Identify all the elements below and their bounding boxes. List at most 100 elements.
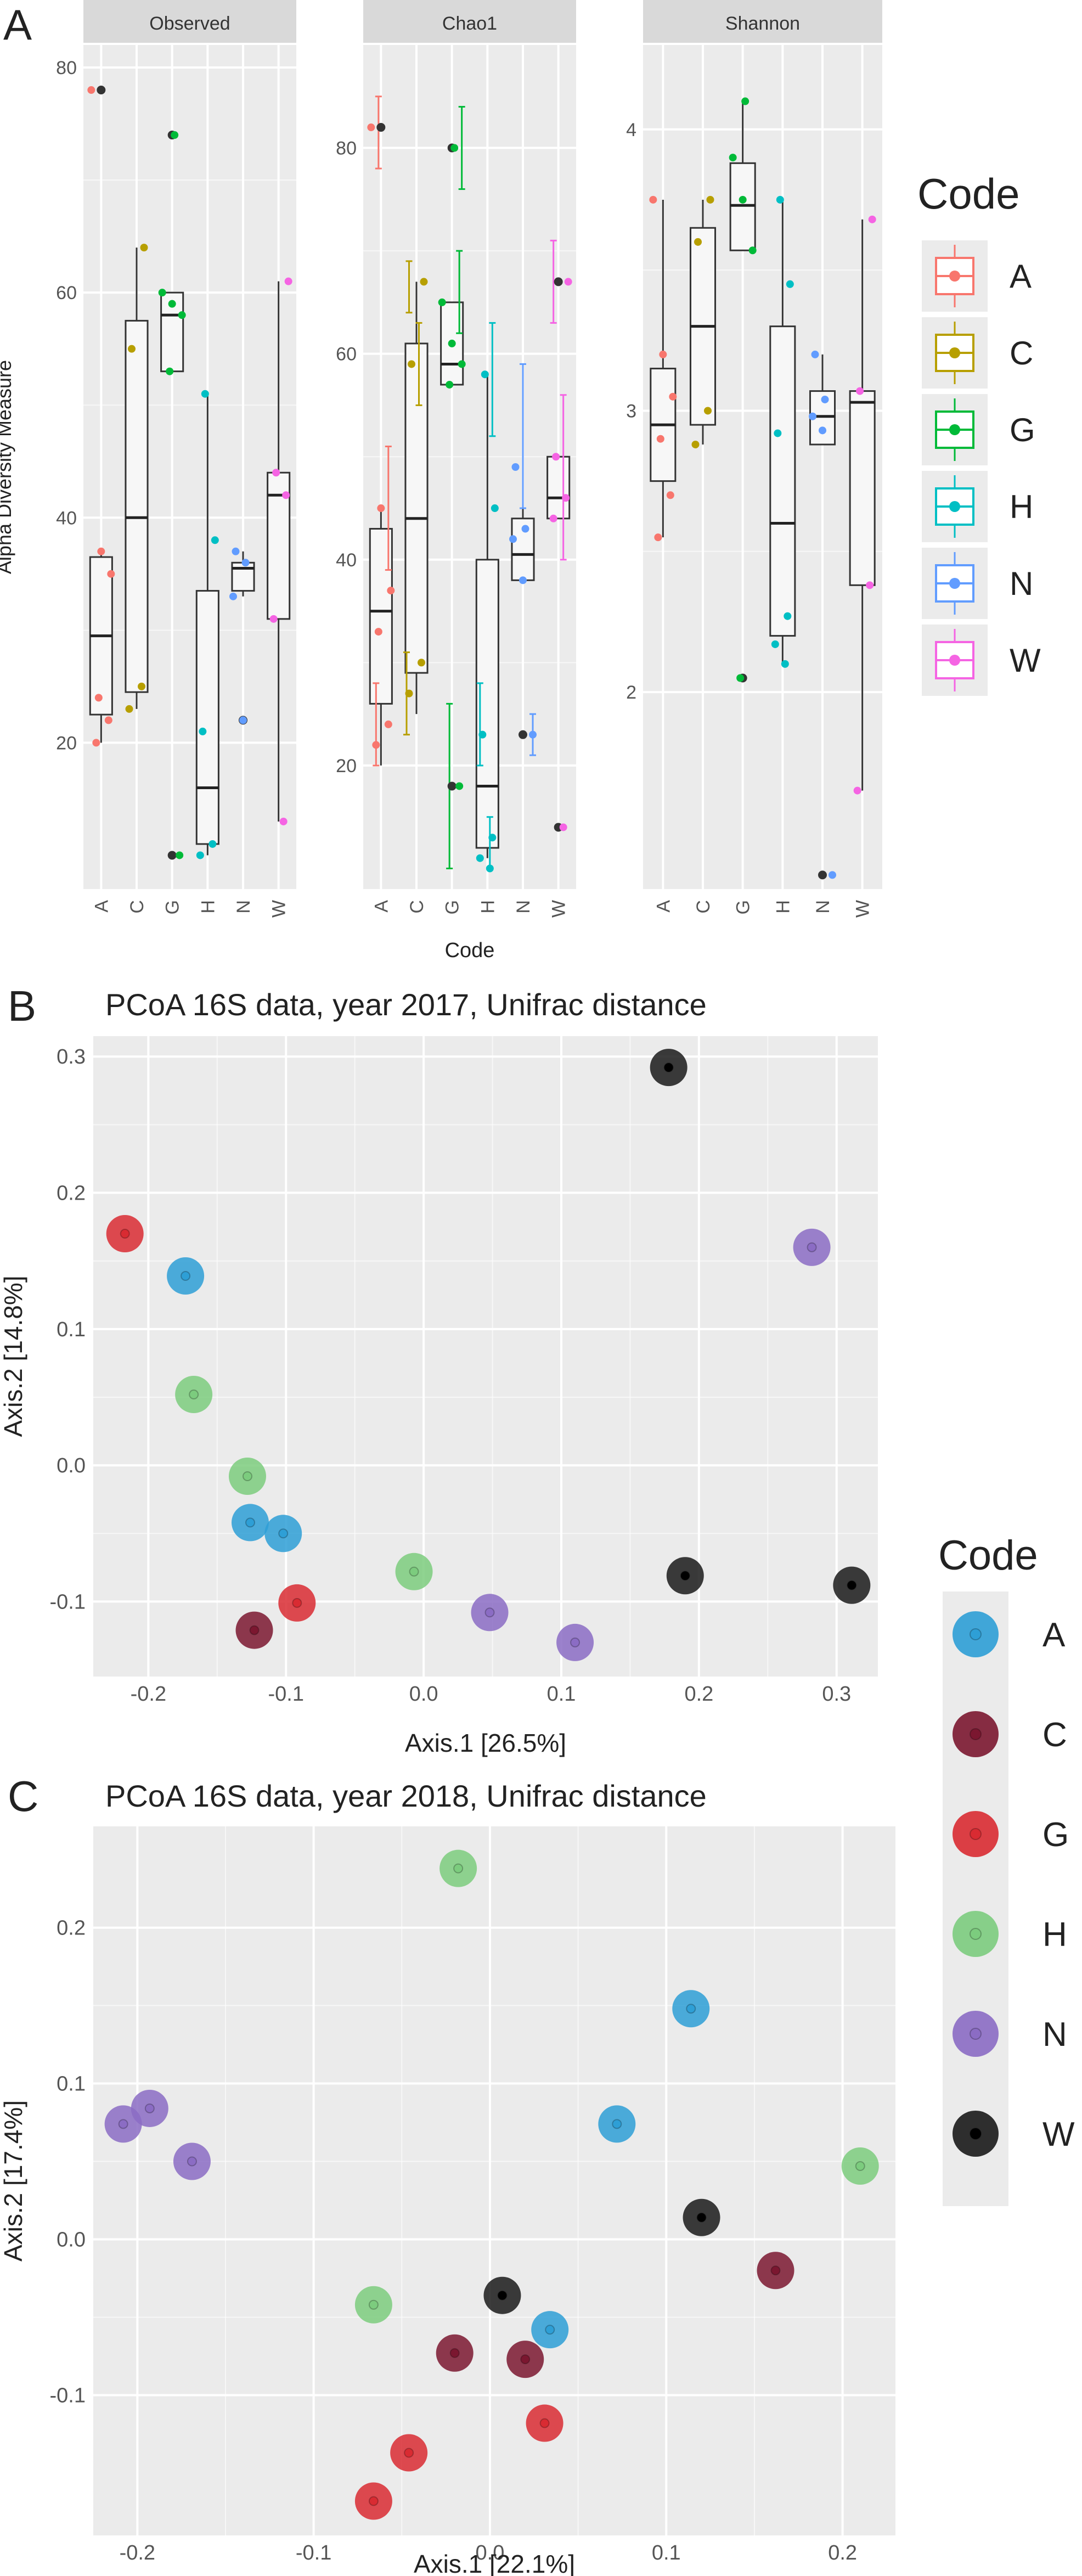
data-point [438,298,446,306]
data-point [481,370,489,379]
x-tick-label: N [513,900,534,914]
x-tick-label: A [91,900,112,913]
data-point [166,367,174,375]
legend-label: G [1010,412,1035,448]
box-C [689,195,717,448]
data-point [654,533,662,542]
legend-label: W [1010,642,1041,679]
legend-label: G [1042,1816,1069,1854]
data-point [866,581,874,589]
pcoa-2017-panel: PCoA 16S data, year 2017, Unifrac distan… [0,987,878,1757]
outlier-point [97,86,106,95]
plot-background [363,45,576,889]
scatter-point-center [539,2418,550,2428]
x-tick-label: -0.2 [120,2541,155,2564]
legend-item-A: A [953,1611,1066,1657]
data-point [128,345,136,353]
legend-label: A [1042,1616,1066,1654]
data-point [856,387,864,395]
panel-label-c: C [8,1772,38,1820]
facet-observed: Observed 20 40 60 80 A C G H N W [56,0,296,918]
scatter-point-center [187,2156,197,2167]
data-point [269,615,278,623]
point-N [556,1623,594,1661]
box-H [769,195,796,668]
box-H [475,322,499,873]
legend-key-center [970,1828,982,1840]
point-H [841,2147,879,2185]
plot-background [93,1036,878,1677]
point-C [436,2334,474,2372]
x-tick-label: 0.1 [652,2541,681,2564]
data-point [138,682,145,690]
data-point [279,817,288,825]
data-point [691,440,700,448]
legend-item-C: C [922,317,1033,389]
legend-label: H [1042,1916,1067,1954]
data-point [125,705,133,713]
scatter-point-center [520,2354,531,2365]
facet-strip [363,0,576,43]
data-point [374,628,382,636]
box-W [546,239,572,832]
box-body [769,325,796,637]
scatter-point-center [118,2119,128,2129]
data-point [729,154,737,162]
x-tick-label: A [653,900,674,913]
point-G [390,2434,428,2472]
data-point [809,412,816,420]
box-W [267,277,292,825]
scatter-point-center [807,1242,817,1252]
x-tick-label: -0.1 [268,1683,303,1706]
legend-key-point [949,655,960,666]
outlier-point [167,851,177,860]
data-point [372,741,380,749]
x-tick-label: G [733,900,754,914]
legend-item-H: H [953,1911,1067,1957]
point-G [106,1215,144,1253]
legend-key-point [949,424,960,435]
x-tick-label: C [127,900,148,914]
legend-item-W: W [922,625,1041,696]
point-H [175,1376,213,1414]
x-tick-label: W [269,900,290,918]
data-point [564,278,572,286]
y-tick-label: 0.0 [57,1454,86,1477]
data-point [87,86,95,94]
legend-item-N: N [953,2011,1067,2057]
box-body [160,291,184,373]
outlier-point [519,730,527,739]
point-H [395,1553,433,1590]
data-point [201,390,209,398]
scatter-point-center [189,1390,199,1400]
legend-item-N: N [922,548,1033,619]
y-tick-label: 60 [56,283,77,303]
box-body [729,162,756,251]
x-tick-label: H [773,900,793,914]
data-point [384,720,392,728]
point-A [264,1515,302,1553]
data-point [786,280,794,288]
legend-item-G: G [953,1811,1069,1857]
panel-label-b: B [8,982,36,1030]
data-point [446,380,454,389]
data-point [284,277,292,285]
legend-item-A: A [922,240,1032,312]
data-point [408,360,415,368]
data-point [649,195,657,204]
facet-title: Observed [149,13,230,34]
panel-label-a: A [3,1,32,49]
scatter-point-center [409,1566,419,1577]
legend-key-bg [943,1591,1008,2206]
point-H [439,1849,477,1887]
x-tick-label: W [549,900,570,918]
y-axis-title: Alpha Diversity Measure [0,360,15,574]
y-tick-label: 60 [336,344,357,365]
scatter-point-center [278,1528,289,1539]
box-body [231,561,255,592]
data-point [420,278,428,286]
scatter-point-center [680,1571,690,1581]
